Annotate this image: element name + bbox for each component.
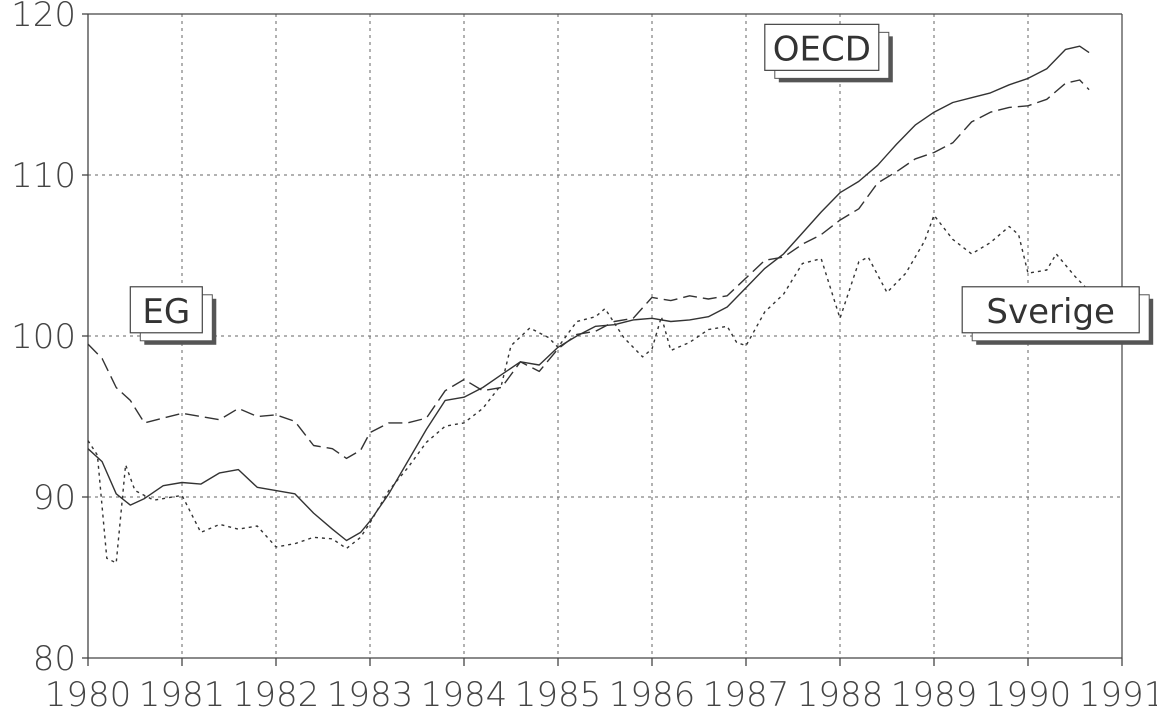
series-line-sverige <box>87 214 1090 564</box>
x-tick-label: 1981 <box>139 675 226 715</box>
y-tick-label: 80 <box>33 639 76 679</box>
series-label-oecd: OECD <box>764 23 893 83</box>
label-box <box>764 23 880 71</box>
x-tick-label: 1985 <box>515 675 602 715</box>
x-tick-label: 1984 <box>421 675 508 715</box>
x-tick-label: 1991 <box>1079 675 1157 715</box>
x-tick-label: 1987 <box>703 675 790 715</box>
x-tick-label: 1990 <box>985 675 1072 715</box>
label-text: EG <box>142 292 190 332</box>
x-tick-label: 1986 <box>609 675 696 715</box>
y-tick-label: 110 <box>11 156 76 196</box>
axis-layer: 1980 1981 1982 1983 1984 1985 1986 1987 1988 1989… <box>11 0 1157 715</box>
grid-layer <box>88 14 1122 658</box>
y-tick-label: 90 <box>33 478 76 518</box>
series-line-oecd <box>87 45 1090 542</box>
series-label-eg: EG <box>129 286 217 345</box>
label-layer: OECD EG Sverige <box>129 23 1154 345</box>
series-line-eg <box>87 79 1090 460</box>
x-tick-label: 1980 <box>45 675 132 715</box>
series-label-sverige: Sverige <box>961 286 1154 345</box>
x-tick-label: 1983 <box>327 675 414 715</box>
label-box <box>961 286 1140 334</box>
y-tick-label: 120 <box>11 0 76 35</box>
x-tick-label: 1988 <box>797 675 884 715</box>
label-box <box>129 286 203 334</box>
x-tick-label: 1989 <box>891 675 978 715</box>
x-tick-label: 1982 <box>233 675 320 715</box>
series-layer <box>87 45 1090 564</box>
label-text: Sverige <box>986 292 1115 332</box>
label-text: OECD <box>773 29 871 69</box>
y-tick-label: 100 <box>11 317 76 357</box>
